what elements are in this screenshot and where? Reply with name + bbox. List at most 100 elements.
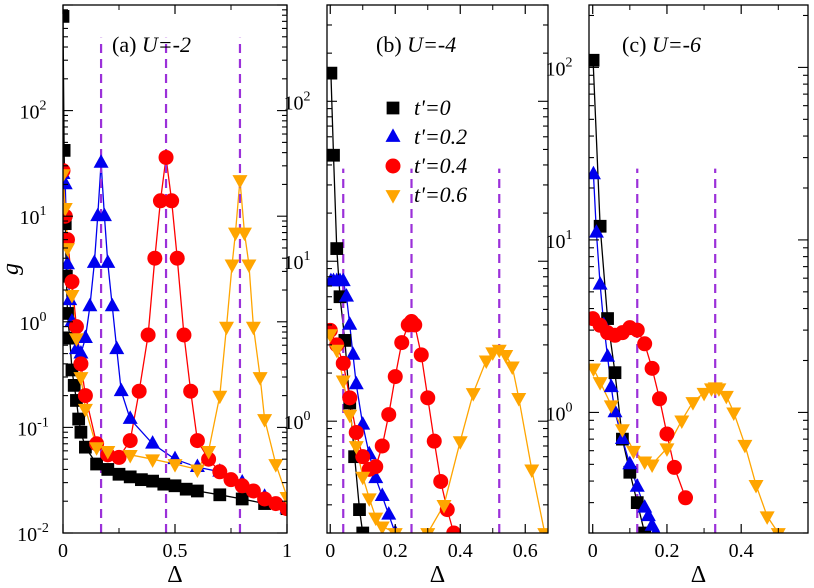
data-point [164, 193, 180, 209]
panel-b: 0 0.2 0.4 0.6 100 101 102 (b) U=-4 Δ [284, 4, 549, 588]
data-point [257, 414, 273, 428]
data-point [77, 403, 93, 418]
data-point [748, 480, 764, 494]
data-point [109, 340, 125, 355]
legend: t'=0 t'=0.2 t'=0.4 t'=0.6 [385, 95, 467, 207]
data-point [638, 526, 652, 533]
data-point [592, 377, 608, 391]
data-point [381, 506, 397, 520]
y-tick-label: 100 [20, 310, 47, 335]
data-point [157, 477, 171, 491]
data-point [73, 356, 89, 372]
data-point [90, 457, 103, 471]
data-point [100, 445, 116, 460]
y-tick-label: 10-1 [17, 415, 49, 440]
data-point [537, 528, 548, 533]
data-point [644, 459, 660, 473]
data-point [268, 459, 284, 473]
data-point [111, 449, 127, 465]
y-tick-label: 10-2 [17, 521, 49, 546]
data-point [67, 379, 81, 392]
data-point [335, 355, 351, 371]
data-point [374, 438, 390, 454]
data-point [236, 227, 252, 242]
data-point [212, 464, 228, 480]
data-point [63, 202, 73, 217]
legend-marker [385, 190, 401, 204]
data-point [93, 154, 109, 168]
x-tick-label: 0 [325, 540, 335, 562]
legend-entry: t'=0 [386, 95, 451, 120]
data-point [224, 259, 240, 273]
x-axis-label: Δ [691, 562, 706, 588]
data-point [122, 410, 138, 424]
data-point [79, 440, 92, 454]
data-point [232, 175, 248, 189]
data-point [348, 441, 364, 455]
data-point [86, 254, 102, 268]
data-point [381, 407, 397, 423]
data-point [212, 390, 228, 405]
x-tick-label: 0.4 [729, 540, 754, 562]
panel-a: 0 0.5 1 10-2 10-1 100 101 102 (a) U=-2 Δg [0, 4, 292, 588]
x-axis-label: Δ [430, 562, 445, 588]
x-tick-label: 0 [58, 540, 68, 562]
data-point [63, 144, 71, 157]
legend-entry: t'=0.6 [385, 182, 467, 207]
data-point [146, 474, 159, 488]
data-point [147, 250, 163, 266]
data-point [145, 454, 161, 468]
data-point [219, 321, 235, 336]
legend-label: t'=0.6 [414, 182, 467, 207]
data-point [112, 467, 126, 481]
x-tick-label: 0 [588, 540, 598, 562]
data-point [726, 407, 742, 422]
data-point [176, 327, 192, 343]
data-point [235, 492, 249, 506]
data-point [589, 224, 604, 238]
data-point [592, 276, 608, 290]
data-point [169, 250, 185, 266]
data-point [63, 10, 70, 23]
data-point [213, 488, 227, 502]
data-point [589, 363, 601, 378]
panel-title: (a) U=-2 [112, 32, 191, 57]
legend-entry: t'=0.4 [385, 153, 467, 178]
y-tick-label: 102 [546, 55, 573, 80]
legend-label: t'=0 [414, 95, 451, 120]
data-point [335, 272, 351, 287]
data-point [140, 327, 156, 343]
data-point [524, 464, 540, 478]
data-point [607, 403, 623, 418]
data-point [64, 274, 80, 290]
y-tick-label: 100 [284, 409, 311, 434]
data-point [666, 459, 682, 475]
plot-area [589, 53, 786, 533]
data-point [374, 521, 390, 533]
data-point [123, 470, 137, 484]
data-point [234, 478, 250, 494]
data-point [252, 372, 268, 386]
y-tick-label: 102 [284, 89, 311, 114]
data-point [101, 463, 115, 476]
data-point [329, 344, 345, 359]
data-point [189, 433, 205, 449]
data-point [368, 469, 384, 484]
data-point [100, 254, 116, 268]
data-point [651, 524, 661, 533]
data-point [737, 439, 753, 454]
data-point [63, 243, 75, 257]
data-point [241, 259, 257, 273]
data-point [158, 149, 174, 165]
data-point [167, 459, 183, 473]
data-point [191, 484, 204, 498]
data-point [179, 482, 193, 496]
data-point [63, 217, 72, 231]
data-point [345, 346, 361, 360]
data-point [89, 442, 105, 456]
data-point [73, 372, 89, 386]
x-tick-label: 0.5 [163, 540, 188, 562]
legend-marker [386, 101, 400, 115]
data-point [348, 424, 364, 440]
y-tick-label: 101 [284, 249, 311, 274]
